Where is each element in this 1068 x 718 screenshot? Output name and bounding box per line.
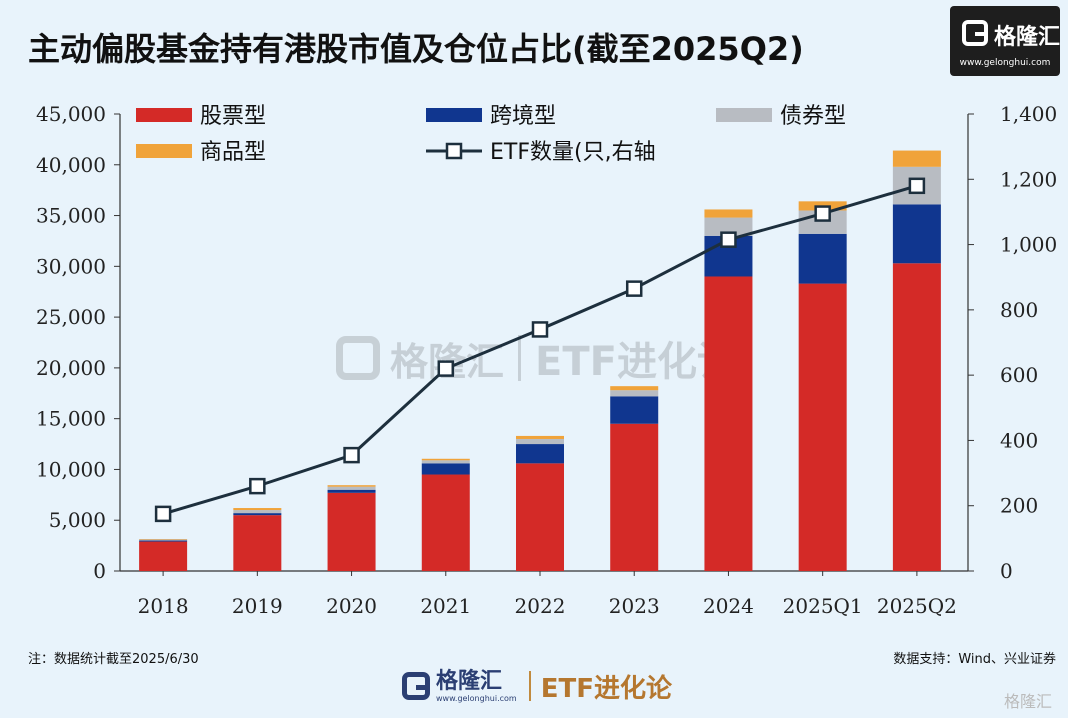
- bar-segment: [610, 423, 659, 571]
- bar-segment: [704, 217, 753, 236]
- bar-segment: [327, 485, 376, 487]
- bar-segment: [610, 390, 659, 397]
- bar-segment: [139, 540, 188, 542]
- bar-segment: [421, 474, 470, 571]
- logo-url: www.gelonghui.com: [959, 58, 1051, 68]
- left-tick-label: 40,000: [36, 153, 106, 177]
- x-tick-label: 2019: [232, 594, 283, 618]
- left-tick-label: 35,000: [36, 204, 106, 228]
- legend-label: 商品型: [200, 140, 266, 165]
- etf-count-marker: [908, 177, 926, 195]
- footer-brand-etf: ETF进化论: [540, 673, 672, 704]
- x-tick-label: 2022: [515, 594, 566, 618]
- right-tick-label: 0: [1000, 559, 1013, 583]
- legend-label: 债券型: [780, 104, 846, 129]
- bar-segment: [327, 489, 376, 493]
- x-tick-label: 2021: [420, 594, 471, 618]
- legend-swatch: [716, 108, 772, 122]
- bar-segment: [516, 463, 564, 571]
- bar-segment: [327, 486, 376, 490]
- right-tick-label: 1,200: [1000, 167, 1057, 191]
- footnote: 注：数据统计截至2025/6/30: [28, 652, 199, 667]
- bar-segment: [233, 513, 282, 516]
- x-tick-label: 2025Q2: [877, 594, 957, 618]
- bar-segment: [610, 386, 659, 391]
- right-tick-label: 1,000: [1000, 233, 1057, 257]
- etf-count-marker: [720, 231, 737, 248]
- bar-segment: [139, 539, 188, 541]
- left-tick-label: 0: [93, 559, 106, 583]
- bar-segment: [233, 508, 282, 511]
- footer-brand-name: 格隆汇: [436, 668, 503, 694]
- bar-segment: [516, 444, 564, 464]
- bar-segment: [233, 515, 282, 571]
- legend-label: ETF数量(只,右轴: [490, 140, 656, 165]
- corner-watermark: 格隆汇: [1003, 692, 1052, 711]
- etf-count-marker: [343, 446, 360, 464]
- bar-segment: [421, 460, 470, 464]
- bar-segment: [892, 150, 941, 167]
- chart-title: 主动偏股基金持有港股市值及仓位占比(截至2025Q2): [28, 30, 804, 68]
- bar-segment: [516, 435, 564, 439]
- right-tick-label: 800: [1000, 298, 1038, 322]
- bar-segment: [610, 396, 659, 424]
- bar-segment: [327, 492, 376, 571]
- logo-name: 格隆汇: [994, 25, 1061, 50]
- bar-segment: [704, 209, 753, 218]
- etf-count-marker: [437, 360, 455, 377]
- footer-separator: [528, 671, 531, 701]
- legend-label: 跨境型: [490, 104, 556, 129]
- left-tick-label: 20,000: [36, 356, 106, 380]
- bar-segment: [892, 204, 941, 264]
- x-tick-label: 2018: [138, 594, 189, 618]
- left-tick-label: 30,000: [36, 254, 106, 278]
- left-tick-label: 5,000: [49, 508, 106, 532]
- footer-g-icon: [402, 672, 430, 700]
- bar-segment: [892, 263, 941, 571]
- legend-swatch: [426, 108, 482, 122]
- right-tick-label: 600: [1000, 363, 1038, 387]
- bar-segment: [516, 438, 564, 445]
- etf-count-marker: [249, 477, 266, 495]
- footer-brand-url: www.gelonghui.com: [436, 693, 517, 703]
- brand-logo: 格隆汇 www.gelonghui.com: [950, 6, 1060, 76]
- etf-count-marker: [531, 321, 549, 338]
- footer-brand: 格隆汇 www.gelonghui.com ETF进化论: [402, 666, 672, 706]
- left-tick-label: 15,000: [36, 407, 106, 431]
- legend-swatch: [136, 108, 192, 122]
- left-tick-label: 25,000: [36, 305, 106, 329]
- right-tick-label: 200: [1000, 494, 1038, 518]
- bar-segment: [139, 541, 188, 571]
- stacked-bar-line-chart: 0 5,000 10,000 15,000 20,000 25,000 30,000 35,0…: [36, 102, 1057, 618]
- legend-swatch: [136, 144, 192, 158]
- legend-label: 股票型: [200, 104, 266, 129]
- bar-segment: [421, 463, 470, 475]
- x-tick-label: 2024: [703, 594, 754, 618]
- bar-segment: [139, 539, 188, 540]
- right-tick-label: 400: [1000, 428, 1038, 452]
- x-tick-label: 2023: [609, 594, 660, 618]
- etf-count-marker: [154, 505, 172, 523]
- bar-segment: [704, 276, 753, 571]
- logo-g-icon: [962, 20, 988, 46]
- bar-segment: [798, 233, 847, 284]
- etf-count-marker: [625, 280, 643, 297]
- legend-line-marker: [445, 142, 463, 160]
- x-tick-label: 2025Q1: [783, 594, 863, 618]
- x-tick-label: 2020: [326, 594, 377, 618]
- bar-segment: [233, 510, 282, 514]
- left-tick-label: 10,000: [36, 457, 106, 481]
- left-tick-label: 45,000: [36, 102, 106, 126]
- bar-segment: [421, 458, 470, 461]
- etf-count-marker: [814, 205, 831, 222]
- data-source: 数据支持：Wind、兴业证券: [893, 652, 1056, 667]
- right-tick-label: 1,400: [1000, 102, 1057, 126]
- bar-segment: [798, 283, 847, 571]
